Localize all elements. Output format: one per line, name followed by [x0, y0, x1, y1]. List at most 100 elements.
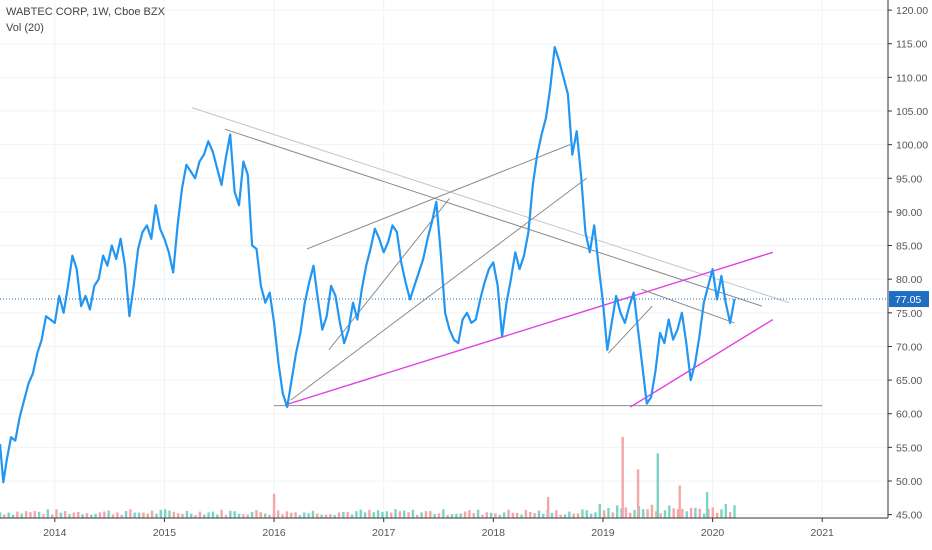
volume-bar	[476, 509, 480, 518]
volume-bar	[346, 511, 349, 518]
volume-bar	[285, 511, 289, 518]
volume-bar	[728, 511, 732, 518]
x-tick-label: 2015	[153, 527, 177, 539]
volume-bar	[350, 514, 354, 518]
y-tick-label: 75.00	[896, 308, 922, 320]
volume-bar	[394, 509, 397, 518]
x-tick-label: 2021	[811, 527, 835, 539]
volume-bar	[329, 514, 332, 518]
wedge-lower-gray	[290, 177, 587, 401]
volume-bar	[194, 515, 197, 518]
volume-bar	[33, 511, 36, 518]
volume-bar	[507, 509, 510, 518]
y-tick-label: 45.00	[896, 510, 922, 522]
volume-bar	[668, 505, 671, 518]
volume-bar	[355, 511, 358, 518]
volume-indicator-label[interactable]: Vol (20)	[6, 22, 44, 34]
volume-bar	[511, 512, 515, 518]
volume-bar	[20, 513, 23, 518]
volume-bar	[715, 512, 719, 518]
volume-bar	[581, 509, 584, 518]
volume-bar	[142, 512, 145, 518]
long-resistance-gray	[224, 128, 763, 307]
grid	[0, 0, 888, 518]
volume-bar	[650, 504, 654, 518]
volume-bar	[90, 514, 93, 518]
volume-bar	[68, 514, 71, 518]
volume-bar	[216, 514, 219, 518]
volume-bar	[516, 512, 519, 518]
volume-bar	[163, 509, 167, 518]
volume-bar	[416, 514, 419, 518]
volume-bar	[450, 514, 454, 518]
volume-bar	[133, 512, 136, 518]
last-price-marker: 77.05	[0, 291, 929, 308]
volume-bar	[702, 513, 706, 518]
rising-channel-magenta	[630, 318, 774, 408]
volume-bar	[255, 509, 258, 518]
volume-bar	[659, 513, 662, 518]
volume-bar	[63, 511, 67, 518]
volume-bar	[137, 512, 141, 518]
y-tick-label: 60.00	[896, 409, 922, 421]
volume-bar	[324, 514, 328, 518]
volume-bar	[494, 513, 497, 518]
volume-bar	[403, 510, 406, 518]
symbol-title[interactable]: WABTEC CORP, 1W, Cboe BZX	[6, 6, 165, 18]
volume-bar	[489, 512, 493, 518]
volume-bar	[81, 514, 84, 518]
volume-bar	[259, 512, 262, 518]
x-tick-label: 2020	[701, 527, 725, 539]
volume-bar	[359, 509, 362, 518]
volume-bar	[263, 513, 267, 518]
wedge-upper-gray	[306, 144, 571, 250]
price-series[interactable]	[0, 46, 736, 484]
volume-bar	[459, 513, 462, 518]
volume-bar	[633, 509, 636, 518]
volume-bar	[594, 512, 597, 518]
volume-bar	[663, 510, 667, 518]
volume-bar	[303, 512, 306, 518]
volume-bar	[568, 511, 571, 518]
x-tick-label: 2016	[262, 527, 286, 539]
axes: 120.00 115.00 110.00 105.00 100.00 95.00 90.00…	[0, 0, 928, 539]
volume-bar	[615, 505, 619, 518]
volume-bar	[550, 512, 554, 518]
y-tick-label: 80.00	[896, 274, 922, 286]
rising-support-magenta	[284, 251, 774, 406]
volume-bar	[176, 513, 180, 518]
volume-bar	[607, 508, 610, 518]
volume-bar	[116, 512, 119, 518]
volume-bar	[372, 512, 375, 518]
volume-bar	[389, 512, 393, 518]
volume-bar-spike	[621, 437, 624, 518]
x-tick-label: 2017	[372, 527, 396, 539]
volume-bar	[237, 513, 241, 518]
volume-bar	[111, 514, 115, 518]
volume-bar	[55, 509, 58, 518]
volume-bar	[529, 511, 532, 518]
volume-bar	[181, 513, 184, 518]
volume-bar	[437, 513, 441, 518]
volume-bar	[229, 510, 232, 518]
volume-bar	[289, 512, 293, 518]
volume-bar	[724, 503, 728, 518]
volume-bar	[190, 513, 193, 518]
last-price-label: 77.05	[895, 294, 921, 306]
volume-bar	[498, 514, 502, 518]
y-tick-label: 65.00	[896, 375, 922, 387]
volume-bar	[711, 507, 714, 518]
volume-bar	[385, 511, 389, 518]
x-tick-label: 2019	[591, 527, 615, 539]
volume-bar	[411, 509, 415, 518]
volume-bar	[337, 512, 341, 518]
volume-bar	[589, 513, 593, 518]
y-tick-label: 85.00	[896, 241, 922, 253]
volume-bar	[311, 510, 315, 518]
volume-bar	[429, 511, 432, 518]
trend-lines[interactable]	[191, 107, 823, 408]
volume-bar	[37, 511, 41, 518]
volume-bar	[381, 511, 384, 518]
volume-bar	[42, 514, 45, 518]
